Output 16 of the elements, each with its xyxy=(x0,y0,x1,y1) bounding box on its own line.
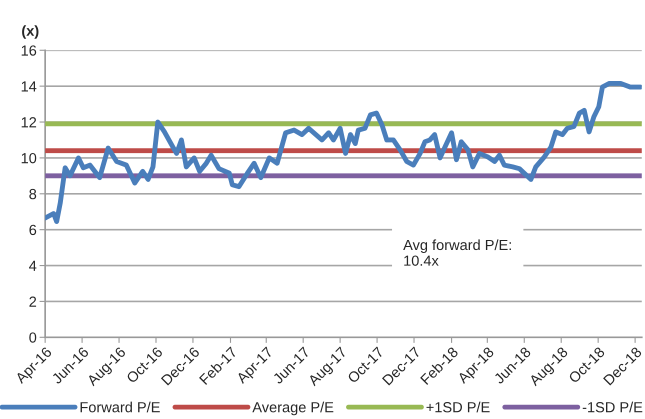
y-tick-label: 8 xyxy=(29,188,36,200)
y-tick-label: 4 xyxy=(29,260,36,271)
y-axis-title: (x) xyxy=(22,25,38,39)
y-tick-label: 14 xyxy=(22,81,36,92)
legend-label: Average P/E xyxy=(252,402,334,416)
legend-label: -1SD P/E xyxy=(582,402,642,412)
y-tick-label: 16 xyxy=(22,45,36,56)
y-tick-label: 0 xyxy=(29,332,36,343)
y-tick-label: 6 xyxy=(29,224,36,236)
y-tick-label: 12 xyxy=(22,117,36,128)
line-series xyxy=(45,81,642,224)
legend-label: Forward P/E xyxy=(80,402,160,412)
legend-label: +1SD P/E xyxy=(426,402,490,412)
annotation: Avg forward P/E: 10.4x xyxy=(403,239,511,266)
y-tick-label: 2 xyxy=(29,296,36,307)
y-tick-label: 10 xyxy=(22,153,36,164)
